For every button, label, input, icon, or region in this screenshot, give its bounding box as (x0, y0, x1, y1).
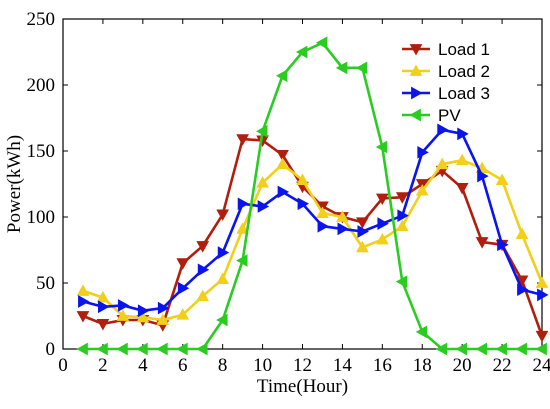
x-tick-label: 24 (533, 355, 550, 376)
y-axis-title: Power(kWh) (4, 135, 25, 233)
data-point (197, 344, 207, 355)
x-tick-label: 14 (333, 355, 353, 376)
x-tick-label: 6 (178, 355, 188, 376)
y-tick-label: 50 (36, 273, 55, 294)
x-tick-label: 22 (493, 355, 512, 376)
series-line (83, 160, 542, 320)
data-point (77, 285, 88, 295)
x-tick-label: 20 (453, 355, 472, 376)
legend-item: Load 3 (402, 84, 490, 103)
legend-label: Load 2 (438, 62, 490, 81)
y-tick-label: 100 (27, 207, 56, 228)
x-tick-label: 8 (218, 355, 228, 376)
y-tick-label: 150 (27, 141, 56, 162)
x-tick-label: 18 (413, 355, 432, 376)
data-point (517, 229, 528, 239)
legend-label: PV (438, 106, 461, 125)
data-point (137, 344, 147, 355)
data-point (378, 218, 388, 229)
data-point (177, 344, 187, 355)
data-point (457, 184, 468, 194)
legend-item: PV (402, 106, 461, 125)
y-tick-label: 200 (27, 75, 56, 96)
data-point (357, 62, 367, 73)
x-tick-label: 2 (98, 355, 108, 376)
data-point (397, 221, 408, 231)
data-point (117, 344, 127, 355)
data-point (537, 331, 548, 341)
data-point (157, 344, 167, 355)
data-point (79, 296, 89, 307)
legend-label: Load 1 (438, 40, 490, 59)
legend-item: Load 1 (402, 40, 490, 59)
series-load-3 (79, 124, 548, 316)
data-point (438, 124, 448, 135)
data-point (317, 37, 327, 48)
legend-item: Load 2 (402, 62, 490, 81)
legend-swatch-marker (411, 110, 421, 121)
legend-swatch-marker (412, 88, 422, 99)
series-load-2 (77, 155, 547, 325)
x-axis-title: Time(Hour) (257, 376, 348, 397)
data-point (537, 278, 548, 288)
data-point (318, 221, 328, 232)
data-point (77, 344, 87, 355)
data-point (97, 344, 107, 355)
series-line (83, 139, 542, 336)
data-point (497, 344, 507, 355)
x-tick-label: 4 (138, 355, 148, 376)
y-tick-label: 0 (46, 339, 56, 360)
data-point (457, 344, 467, 355)
data-point (477, 344, 487, 355)
legend: Load 1 Load 2 Load 3 PV (402, 40, 490, 125)
x-tick-label: 16 (373, 355, 392, 376)
legend-label: Load 3 (438, 84, 490, 103)
x-tick-label: 0 (58, 355, 68, 376)
data-point (238, 198, 248, 209)
x-tick-label: 12 (293, 355, 312, 376)
data-point (118, 300, 128, 311)
data-point (497, 175, 508, 185)
data-point (177, 259, 188, 269)
data-point (517, 344, 527, 355)
data-point (217, 274, 228, 284)
y-tick-label: 250 (27, 9, 56, 30)
x-tick-label: 10 (253, 355, 272, 376)
